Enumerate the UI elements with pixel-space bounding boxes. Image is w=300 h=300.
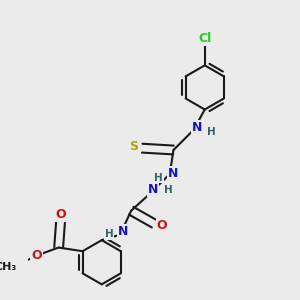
Text: O: O (31, 249, 42, 262)
Text: O: O (157, 219, 167, 232)
Text: H: H (105, 229, 113, 239)
Text: H: H (154, 172, 163, 183)
Text: H: H (207, 127, 216, 136)
Text: O: O (55, 208, 66, 221)
Text: H: H (164, 185, 172, 196)
Text: Cl: Cl (198, 32, 211, 45)
Text: S: S (130, 140, 139, 153)
Text: N: N (192, 122, 203, 134)
Text: N: N (148, 183, 158, 196)
Text: N: N (168, 167, 178, 180)
Text: CH₃: CH₃ (0, 262, 16, 272)
Text: N: N (118, 225, 128, 238)
